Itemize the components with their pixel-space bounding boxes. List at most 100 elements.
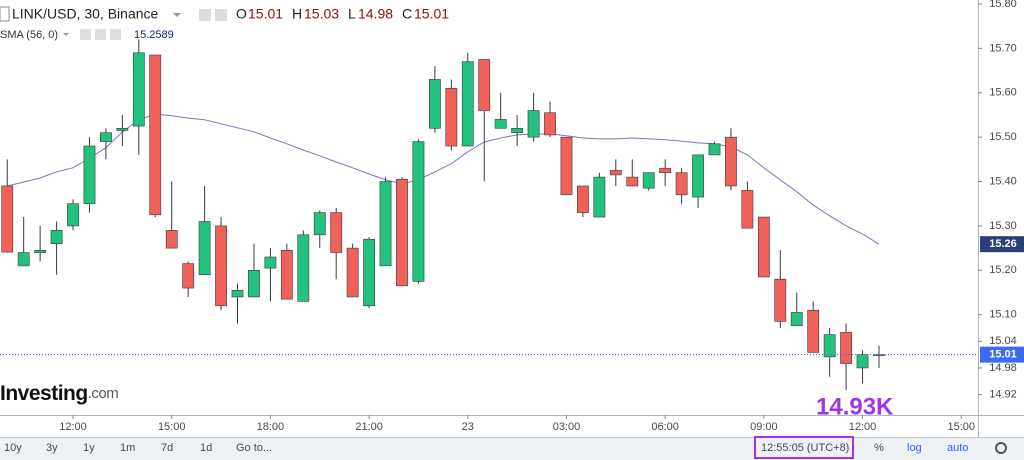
candle-body [840,332,852,364]
annotation: 14.93K [816,393,894,420]
x-tick-label: 09:00 [750,421,778,433]
ohlc-value: 15.01 [414,6,449,22]
candle-body [248,270,260,298]
candle-body [17,252,30,267]
watermark-part: .com [88,385,119,402]
price-badge [980,346,1024,363]
range-button[interactable]: 3y [46,442,58,454]
candle-body [363,238,375,307]
sma-badge [980,236,1024,253]
clock: 12:55:05 (UTC+8) [761,442,849,454]
candle-body [34,250,47,253]
candle-body [527,110,540,138]
settings-icon[interactable] [995,442,1007,454]
candle-body [428,79,441,129]
y-tick-label: 14.98 [989,362,1017,374]
candle-body [790,312,803,327]
ohlc-letter: L [348,6,356,22]
candle-body [511,127,524,134]
candle-body [741,190,754,229]
x-tick-label: 06:00 [651,421,679,433]
plot: 15.80 15.70 15.60 15.50 15.40 15.30 15.20 15.10… [0,0,1024,433]
x-tick-label: 12:00 [849,421,877,433]
x-tick-label: 15:00 [947,421,975,433]
candle-body [757,216,770,278]
x-tick-label: 23 [462,421,474,433]
icon[interactable] [215,9,227,21]
candle-body [330,212,343,253]
dropdown-icon[interactable] [173,13,181,17]
candle-body [675,172,688,196]
range-button[interactable]: 1m [120,442,135,454]
auto-button[interactable]: auto [947,442,968,454]
candle-body [544,112,556,136]
ohlc-value: 15.01 [248,6,283,22]
candle-body [577,185,589,213]
candle-body [100,132,112,142]
x-tick-label: 15:00 [158,421,186,433]
y-tick-label: 15.04 [989,335,1017,347]
y-tick-label: 14.92 [989,388,1017,400]
watermark-part: Investing [0,382,88,405]
chart-title: LINK/USD, 30, Binance [12,6,159,22]
icon[interactable] [199,9,211,21]
candle-body [692,154,704,198]
candle-body [593,176,606,218]
candle-body [50,230,63,244]
candle-body [149,54,162,216]
price-badge-label: 15.01 [989,349,1017,361]
goto-button[interactable]: Go to... [236,442,272,454]
candle-body [346,247,359,298]
candle-body [626,176,639,187]
ohlc-letter: C [402,6,412,22]
candle-body [313,212,326,236]
x-tick-label: 03:00 [553,421,581,433]
range-button[interactable]: 1y [83,442,95,454]
candle-body [807,309,820,353]
candle-body [264,256,277,269]
candle-body [609,170,622,176]
candle-body [560,136,573,196]
dropdown-icon[interactable] [63,33,69,36]
candle-body [231,289,244,298]
candle-body [494,119,507,129]
icon[interactable] [110,29,121,40]
candle-body [396,179,408,287]
candle-body [215,225,227,307]
log-button[interactable]: log [907,442,922,454]
candle-body [412,141,425,282]
icon[interactable] [95,29,106,40]
clock-highlight [754,436,854,459]
candle-body [198,221,211,276]
watermark: Investing.com [0,382,118,405]
toolbar [0,437,1024,460]
ohlc-value: 15.03 [304,6,339,22]
y-tick-label: 15.70 [989,42,1017,54]
range-button[interactable]: 7d [161,442,173,454]
sma-badge-label: 15.26 [989,238,1017,250]
range-button[interactable]: 1d [200,442,212,454]
ohlc-letter: O [236,6,247,22]
candle-body [774,278,787,322]
candle-body [83,145,96,205]
indicator-value: 15.2589 [134,29,174,41]
range-button[interactable]: 10y [4,442,22,454]
percent-button[interactable]: % [874,442,884,454]
icon[interactable] [80,29,91,40]
candle-body [182,263,195,289]
indicator-name: SMA (56, 0) [0,29,58,41]
y-tick-label: 15.80 [989,0,1017,10]
candle-body [445,88,458,147]
candle-body [297,234,310,302]
candle-body [379,181,392,267]
candle-body [642,172,655,189]
symbol-icon [0,6,10,22]
candle-body [165,230,178,249]
y-tick-label: 15.10 [989,309,1017,321]
candle-body [708,143,721,156]
candle-body [461,61,474,147]
y-tick-label: 15.60 [989,87,1017,99]
y-tick-label: 15.20 [989,264,1017,276]
